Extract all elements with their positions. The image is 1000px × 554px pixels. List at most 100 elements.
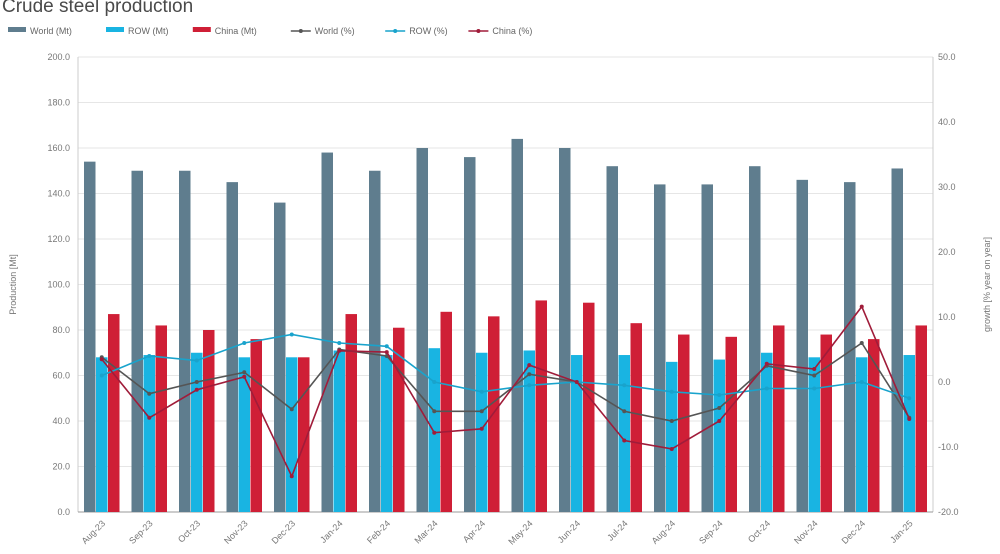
bar-row-mt: [143, 355, 155, 512]
bar-row-mt: [761, 352, 773, 512]
point-world: [479, 409, 484, 414]
bar-row-mt: [618, 355, 630, 512]
y-tick-label: 140.0: [47, 189, 70, 199]
bar-row-mt: [96, 357, 108, 512]
point-world: [432, 409, 437, 414]
x-tick-label: Jun-24: [556, 518, 583, 545]
point-world: [194, 380, 199, 384]
bar-china-mt: [345, 314, 357, 512]
bar-row-mt: [523, 350, 535, 512]
y-tick-label: 200.0: [47, 52, 70, 62]
y-tick-label: 0.0: [57, 507, 70, 517]
line-world: [101, 341, 910, 422]
point-china: [99, 357, 104, 362]
bar-world-mt: [321, 152, 333, 513]
bar-china-mt: [630, 323, 642, 512]
y2-tick-label: 30.0: [938, 182, 956, 192]
bar-world-mt: [274, 202, 286, 512]
y-tick-label: 60.0: [52, 371, 70, 381]
bar-world-mt: [606, 166, 618, 512]
bar-row-mt: [191, 352, 203, 512]
bar-row-mt: [808, 357, 820, 512]
bar-china-mt: [583, 302, 595, 512]
bar-world-mt: [559, 148, 571, 512]
point-china: [194, 387, 199, 392]
chart-title: Crude steel production: [2, 0, 194, 17]
legend-label: World (%): [315, 26, 355, 36]
bar-row-mt: [666, 361, 678, 512]
point-china: [289, 474, 294, 479]
bar-china-mt: [868, 339, 880, 512]
bar-world-mt: [844, 182, 856, 512]
legend-marker: [298, 29, 303, 33]
bar-row-mt: [903, 355, 915, 512]
bar-china-mt: [155, 325, 167, 512]
point-china: [717, 419, 722, 423]
y2-tick-label: 40.0: [938, 117, 956, 127]
bar-row-mt: [571, 355, 583, 512]
bar-world-mt: [84, 161, 96, 512]
bar-row-mt: [856, 357, 868, 512]
y2-axis-title: growth [% year on year]: [982, 237, 992, 332]
point-row: [432, 380, 437, 384]
bar-world-mt: [511, 138, 523, 512]
y-tick-label: 80.0: [52, 325, 70, 335]
legend-label: China (Mt): [215, 26, 257, 36]
bar-china-mt: [678, 334, 690, 512]
point-row: [194, 358, 199, 363]
bar-china-mt: [393, 327, 405, 512]
bar-world-mt: [796, 179, 808, 512]
x-tick-label: Jan-24: [318, 518, 345, 545]
y-axis-title: Production [Mt]: [8, 254, 18, 315]
y2-tick-label: 0.0: [938, 377, 951, 387]
bar-world-mt: [131, 170, 143, 512]
point-china: [764, 361, 769, 366]
point-row: [859, 380, 864, 384]
point-china: [622, 438, 627, 443]
x-tick-label: Mar-24: [412, 518, 439, 545]
point-world: [242, 370, 247, 375]
bar-row-mt: [238, 357, 250, 512]
y-tick-label: 40.0: [52, 416, 70, 426]
x-tick-label: Aug-24: [650, 518, 678, 546]
x-tick-label: Oct-23: [176, 518, 202, 544]
x-tick-label: Nov-24: [792, 518, 820, 546]
y-tick-label: 120.0: [47, 234, 70, 244]
bar-china-mt: [250, 339, 262, 512]
point-row: [527, 383, 532, 388]
bar-row-mt: [713, 359, 725, 512]
bar-world-mt: [179, 170, 191, 512]
x-tick-label: Nov-23: [222, 518, 250, 546]
point-row: [479, 389, 484, 394]
point-china: [859, 304, 864, 309]
x-tick-label: Dec-23: [270, 518, 298, 546]
point-china: [812, 367, 817, 371]
bar-row-mt: [476, 352, 488, 512]
bar-china-mt: [108, 314, 120, 512]
bar-china-mt: [488, 316, 500, 512]
bar-world-mt: [464, 157, 476, 512]
bar-china-mt: [915, 325, 927, 512]
x-tick-label: Dec-24: [840, 518, 868, 546]
legend-swatch: [106, 27, 124, 32]
point-china: [337, 348, 342, 353]
bar-world-mt: [369, 170, 381, 512]
point-world: [289, 407, 294, 412]
bar-world-mt: [749, 166, 761, 512]
line-china: [101, 305, 911, 479]
bar-world-mt: [701, 184, 713, 512]
point-row: [622, 383, 627, 388]
x-tick-label: Jan-25: [888, 518, 915, 545]
point-row: [289, 332, 294, 337]
y2-tick-label: 20.0: [938, 247, 956, 257]
bar-china-mt: [773, 325, 785, 512]
bar-china-mt: [535, 300, 547, 512]
bar-china-mt: [725, 336, 737, 512]
point-world: [859, 341, 864, 345]
bar-row-mt: [381, 355, 393, 512]
point-row: [717, 393, 722, 397]
point-row: [147, 354, 152, 358]
point-china: [574, 380, 579, 384]
point-row: [907, 396, 912, 401]
point-china: [147, 415, 152, 420]
